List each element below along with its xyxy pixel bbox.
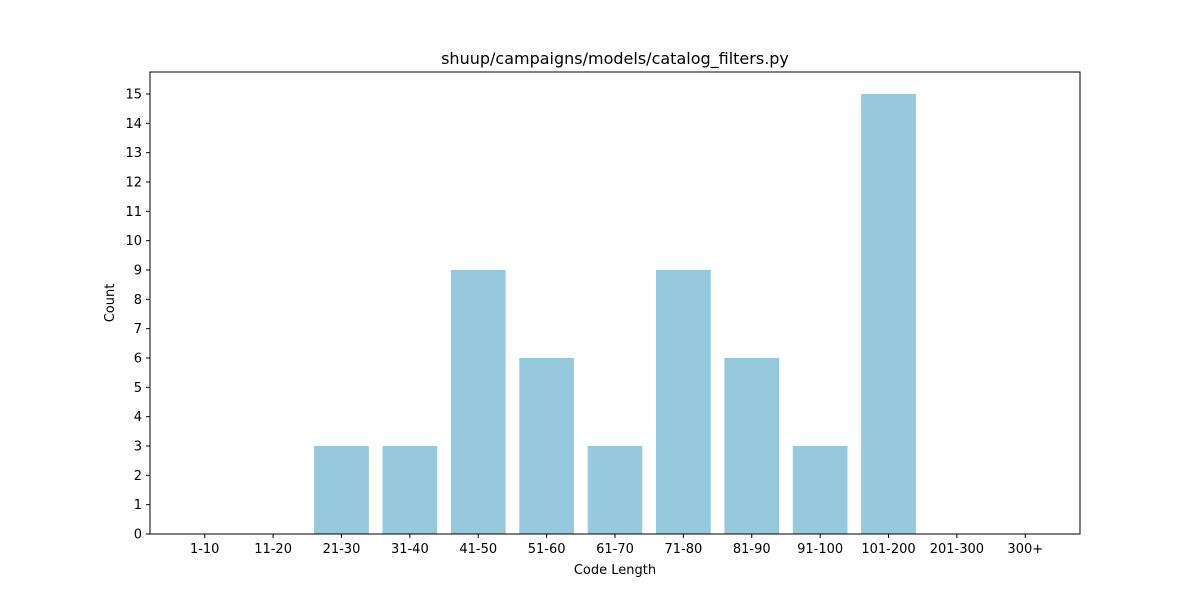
x-tick-label: 21-30 [323, 542, 361, 557]
x-tick-label: 71-80 [664, 542, 702, 557]
bar-31-40 [382, 446, 438, 534]
y-tick-label: 5 [134, 381, 142, 396]
x-tick-label: 1-10 [190, 542, 220, 557]
y-tick-label: 14 [125, 117, 142, 132]
y-tick-label: 7 [134, 322, 142, 337]
y-tick-label: 2 [134, 469, 142, 484]
bar-101-200 [861, 94, 916, 534]
y-tick-label: 0 [134, 528, 142, 543]
x-tick-label: 61-70 [596, 542, 634, 557]
x-tick-label: 51-60 [528, 542, 566, 557]
y-tick-label: 10 [125, 234, 142, 249]
x-tick-label: 81-90 [733, 542, 771, 557]
bar-group [314, 94, 916, 534]
y-tick-label: 15 [125, 88, 142, 103]
x-tick-label: 91-100 [797, 542, 843, 557]
x-tick-label: 41-50 [459, 542, 497, 557]
x-tick-label: 300+ [1007, 542, 1043, 557]
bar-71-80 [656, 270, 711, 534]
x-axis-ticks: 1-10 11-20 21-30 31-40 41-50 51-60 61-70 71-80 8… [190, 534, 1043, 557]
x-tick-label: 11-20 [254, 542, 292, 557]
bar-21-30 [314, 446, 369, 534]
y-axis-label: Count [103, 284, 118, 323]
y-tick-label: 1 [134, 498, 142, 513]
x-tick-label: 201-300 [930, 542, 984, 557]
x-tick-label: 101-200 [861, 542, 915, 557]
bar-41-50 [450, 270, 506, 534]
y-tick-label: 11 [125, 205, 142, 220]
bar-51-60 [519, 358, 574, 534]
y-tick-label: 9 [134, 264, 142, 279]
plot-frame [149, 71, 1081, 535]
y-tick-label: 13 [125, 146, 142, 161]
chart-title: shuup/campaigns/models/catalog_filters.p… [441, 49, 789, 69]
y-tick-label: 4 [134, 410, 142, 425]
x-tick-label: 31-40 [391, 542, 429, 557]
y-tick-label: 8 [134, 293, 142, 308]
x-axis-label: Code Length [574, 563, 656, 578]
y-tick-label: 6 [134, 352, 142, 367]
y-tick-label: 12 [125, 176, 142, 191]
bar-81-90 [724, 358, 780, 534]
bar-91-100 [792, 446, 848, 534]
bar-61-70 [587, 446, 643, 534]
y-tick-label: 3 [134, 440, 142, 455]
